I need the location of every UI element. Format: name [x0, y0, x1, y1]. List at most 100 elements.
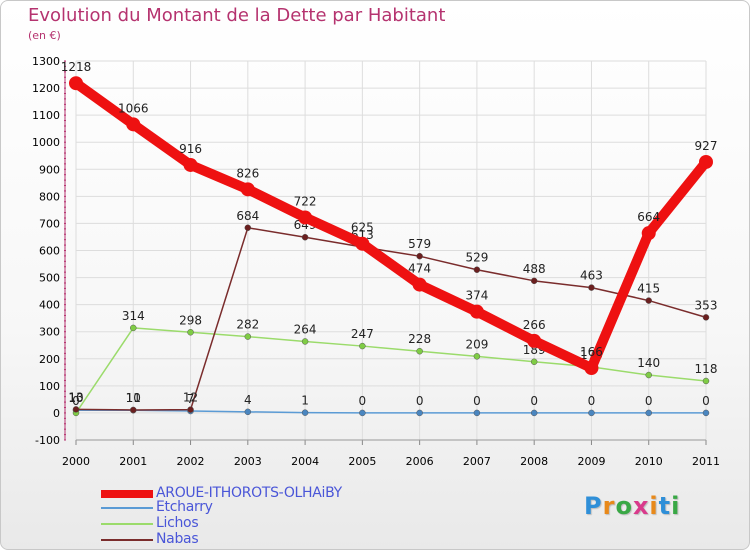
data-label: 1218 — [61, 60, 92, 74]
data-point — [584, 360, 599, 375]
data-label: 0 — [359, 394, 367, 408]
logo-letter: r — [602, 492, 616, 520]
data-point — [301, 409, 309, 416]
data-label: 0 — [473, 394, 481, 408]
y-tick-label: 100 — [39, 380, 60, 393]
data-point — [645, 297, 652, 304]
x-tick-label: 2006 — [406, 455, 434, 468]
data-point — [416, 252, 423, 260]
data-point — [183, 157, 198, 172]
data-point — [69, 76, 83, 91]
x-tick-label: 2010 — [635, 455, 663, 468]
data-label: 916 — [179, 142, 202, 156]
y-tick-label: 1200 — [32, 82, 60, 95]
data-label: 463 — [580, 269, 603, 283]
data-point — [641, 226, 656, 241]
data-point — [530, 409, 538, 417]
logo-letter: i — [671, 492, 681, 520]
data-point — [298, 210, 313, 225]
data-point — [702, 409, 710, 417]
series-line — [75, 327, 707, 414]
data-label: 118 — [695, 362, 718, 376]
data-point — [469, 304, 484, 319]
data-label: 10 — [68, 391, 83, 405]
data-label: 298 — [179, 313, 202, 327]
data-point — [416, 409, 423, 417]
data-label: 529 — [465, 251, 488, 265]
legend-label-aroue: AROUE-ITHOROTS-OLHAiBY — [156, 485, 342, 501]
data-point — [473, 409, 481, 417]
legend-item-nabas: Nabas — [101, 531, 401, 549]
data-label: 0 — [645, 394, 653, 408]
data-point — [527, 333, 542, 348]
data-point — [187, 406, 194, 413]
y-tick-label: 800 — [39, 190, 60, 203]
y-tick-label: 700 — [39, 217, 60, 230]
data-point — [240, 182, 255, 197]
chart-subtitle: (en €) — [28, 29, 61, 42]
data-label: 1 — [301, 394, 309, 408]
y-tick-label: 1100 — [32, 109, 60, 122]
x-tick-label: 2011 — [692, 455, 720, 468]
data-label: 625 — [351, 221, 374, 235]
data-point — [187, 329, 194, 336]
x-tick-label: 2005 — [348, 455, 376, 468]
data-label: 664 — [637, 210, 660, 224]
proxiti-logo: Proxiti — [584, 492, 680, 520]
data-point — [588, 409, 595, 417]
x-tick-label: 2009 — [577, 455, 605, 468]
data-label: 579 — [408, 237, 431, 251]
legend-label-etcharry: Etcharry — [156, 499, 213, 515]
logo-letter: t — [658, 492, 672, 520]
x-tick-label: 2001 — [119, 455, 147, 468]
data-point — [530, 277, 538, 285]
legend-swatch-nabas — [101, 539, 153, 541]
data-label: 13 — [68, 390, 83, 404]
series-line — [71, 78, 711, 373]
data-label: 166 — [580, 345, 603, 359]
data-label: 474 — [408, 262, 431, 276]
data-point — [244, 333, 252, 340]
data-label: 247 — [351, 327, 374, 341]
data-point — [645, 409, 652, 417]
y-tick-label: 400 — [39, 299, 60, 312]
data-label: 488 — [523, 262, 546, 276]
data-label: 415 — [637, 282, 660, 296]
data-point — [412, 277, 427, 292]
data-point — [301, 338, 309, 345]
legend-item-etcharry: Etcharry — [101, 499, 401, 517]
data-label: 1066 — [118, 101, 149, 115]
data-label: 140 — [637, 356, 660, 370]
data-point — [699, 154, 713, 169]
data-label: 264 — [294, 322, 317, 336]
data-point — [126, 117, 141, 132]
data-point — [359, 342, 366, 350]
data-label: 0 — [416, 394, 424, 408]
y-tick-label: -100 — [35, 434, 60, 447]
data-label: 12 — [183, 391, 198, 405]
data-label: 266 — [523, 318, 546, 332]
data-point — [473, 266, 481, 273]
y-tick-label: 900 — [39, 163, 60, 176]
logo-letter: x — [632, 492, 650, 520]
data-point — [473, 353, 481, 360]
legend-item-aroue: AROUE-ITHOROTS-OLHAiBY — [101, 485, 401, 503]
data-point — [130, 324, 137, 332]
legend-swatch-etcharry — [101, 507, 153, 509]
legend-label-lichos: Lichos — [156, 515, 199, 531]
y-tick-label: 300 — [39, 326, 60, 339]
x-tick-label: 2007 — [463, 455, 491, 468]
data-label: 228 — [408, 332, 431, 346]
data-label: 353 — [695, 298, 718, 312]
x-tick-label: 2004 — [291, 455, 319, 468]
y-tick-label: 500 — [39, 272, 60, 285]
data-point — [72, 406, 80, 413]
data-label: 722 — [294, 194, 317, 208]
data-point — [530, 358, 538, 366]
x-tick-label: 2000 — [62, 455, 90, 468]
data-label: 4 — [244, 393, 252, 407]
data-point — [645, 371, 652, 379]
data-label: 826 — [236, 166, 259, 180]
data-point — [244, 224, 252, 232]
